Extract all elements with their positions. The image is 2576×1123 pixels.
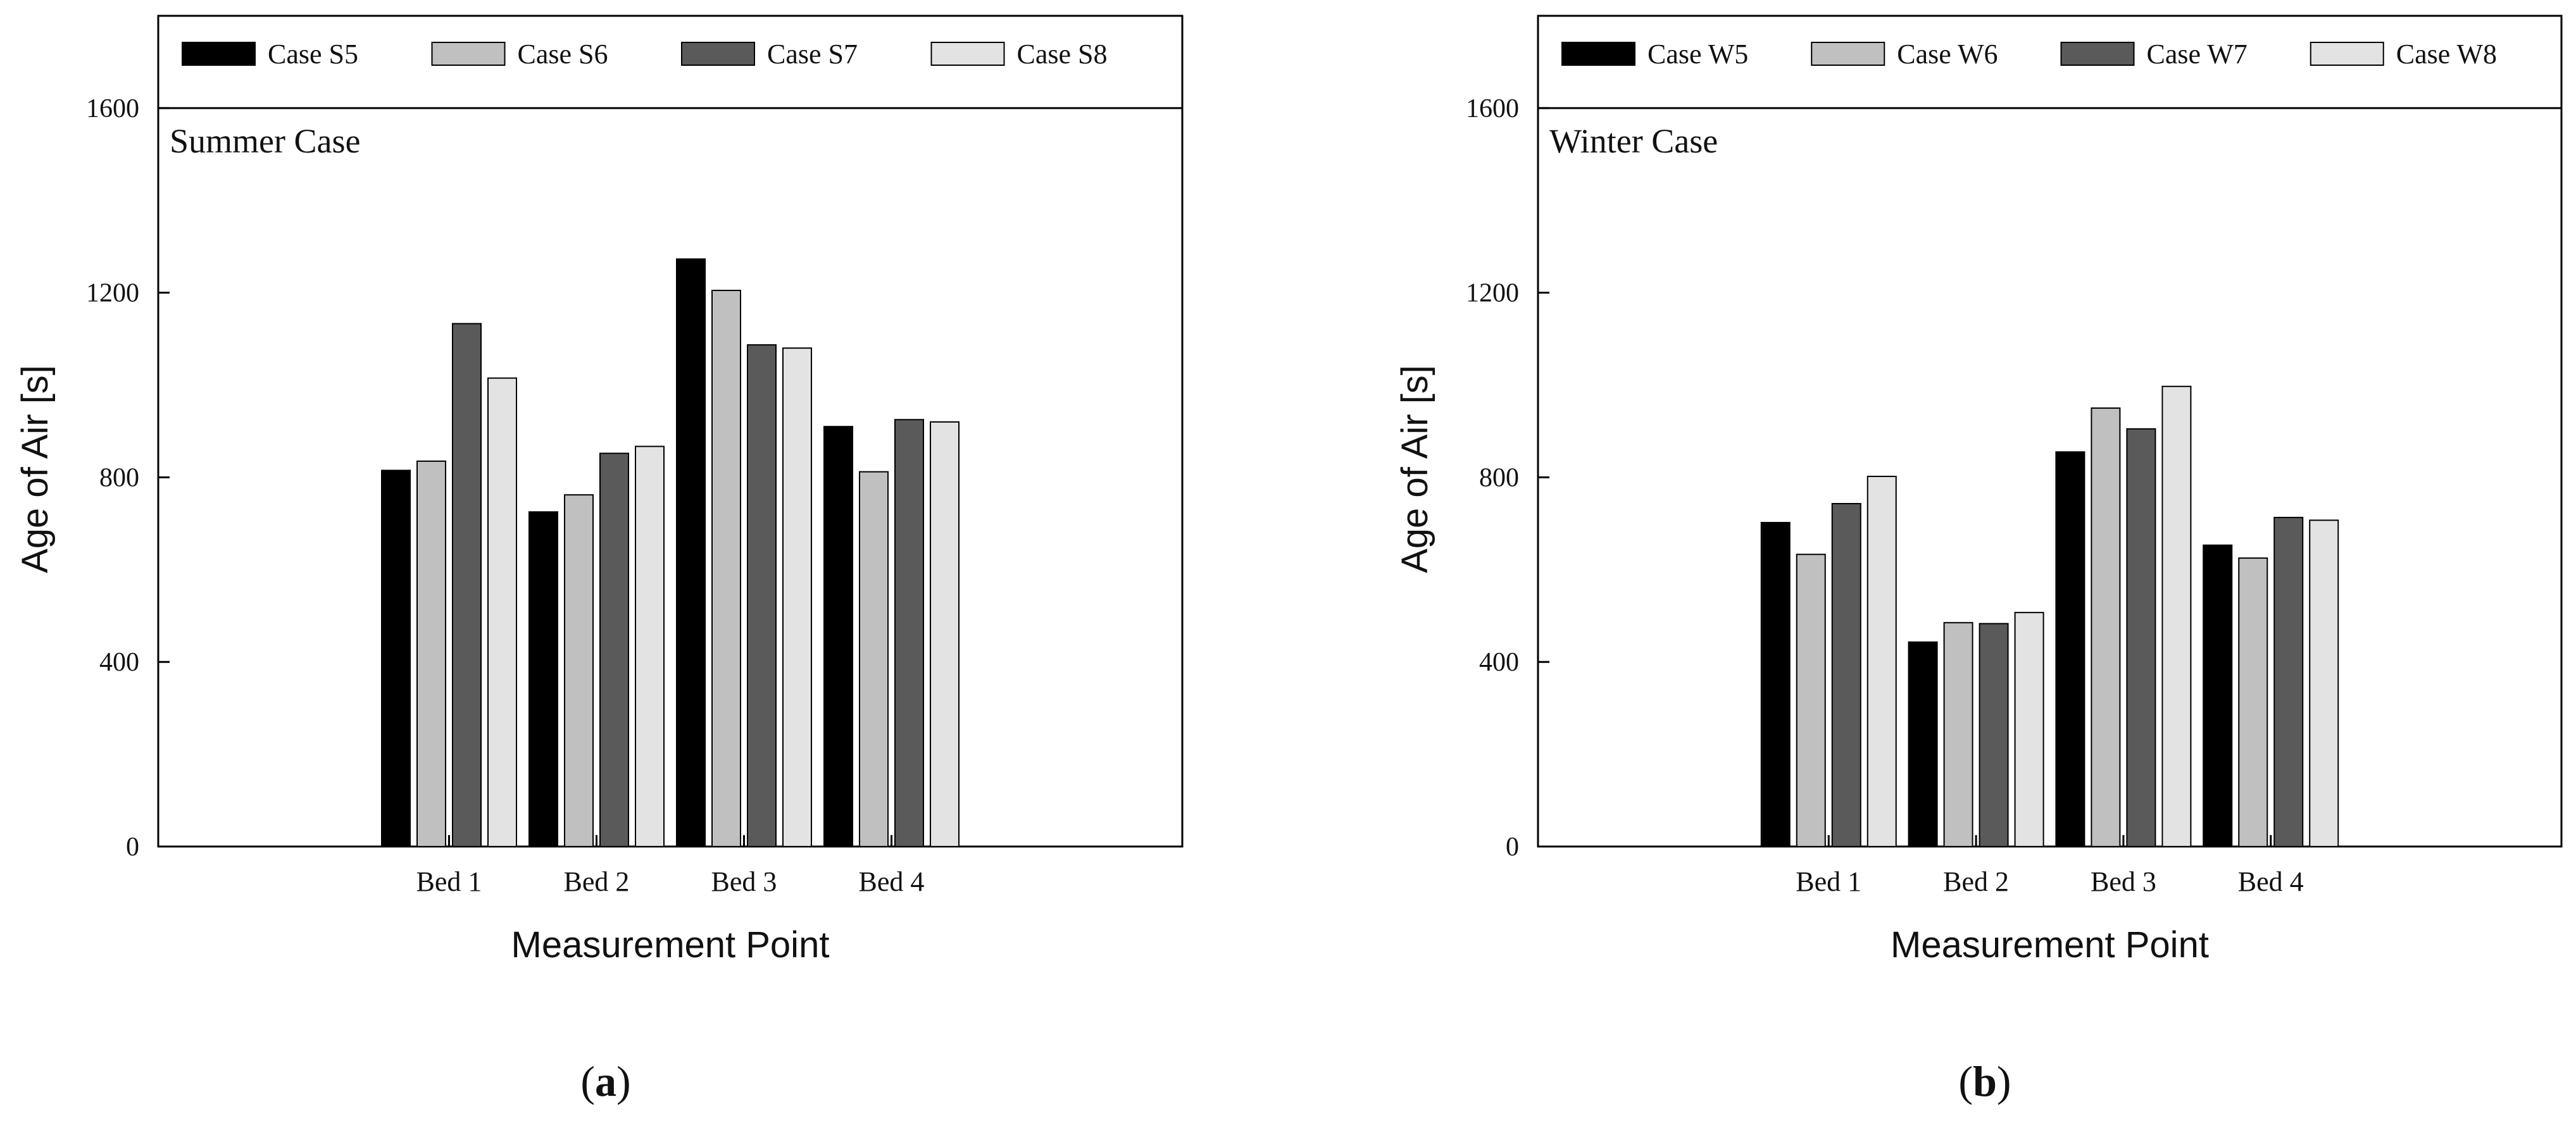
panel-winter: Case W5 Case W6 Case W7 Case W8 Winter Case 0… bbox=[1394, 15, 2563, 1105]
legend-swatch-1 bbox=[1561, 42, 1635, 66]
bar-bed3-case-w5 bbox=[2055, 451, 2085, 847]
bar-bed1-case-w6 bbox=[1796, 554, 1826, 847]
y-tick-label: 800 bbox=[1479, 463, 1519, 492]
x-tick-label: Bed 1 bbox=[416, 866, 482, 897]
bar-bed3-case-w7 bbox=[2126, 428, 2156, 847]
y-tick-label: 1200 bbox=[86, 279, 139, 308]
bar-bed2-case-w6 bbox=[1943, 622, 1973, 847]
bar-bed1-case-w5 bbox=[1760, 521, 1791, 847]
x-tick-label: Bed 2 bbox=[1943, 866, 2009, 897]
legend-label-4: Case W8 bbox=[2396, 39, 2497, 70]
panel-caption: (b) bbox=[1958, 1057, 2011, 1105]
y-tick-label: 1600 bbox=[86, 94, 139, 123]
x-tick-label: Bed 4 bbox=[2238, 866, 2304, 897]
bar-bed4-case-s5 bbox=[823, 426, 853, 847]
bar-bed2-case-s5 bbox=[528, 511, 558, 847]
legend-swatch-3 bbox=[2060, 42, 2135, 66]
bar-bed1-case-w8 bbox=[1866, 475, 1897, 847]
legend-label-1: Case S5 bbox=[268, 39, 358, 70]
legend-label-2: Case W6 bbox=[1897, 39, 1998, 70]
x-tick-label: Bed 2 bbox=[564, 866, 630, 897]
bar-bed3-case-s8 bbox=[782, 347, 812, 847]
bar-bed4-case-w6 bbox=[2238, 557, 2268, 847]
legend-label-3: Case S7 bbox=[767, 39, 858, 70]
legend-swatch-2 bbox=[1811, 42, 1885, 66]
bar-bed3-case-s5 bbox=[676, 258, 706, 847]
legend-swatch-4 bbox=[2310, 42, 2384, 66]
y-tick-label: 400 bbox=[99, 648, 139, 677]
legend-swatch-4 bbox=[930, 42, 1005, 66]
y-tick-label: 1200 bbox=[1466, 279, 1519, 308]
legend-label-2: Case S6 bbox=[518, 39, 608, 70]
panel-caption-letter: a bbox=[595, 1057, 616, 1105]
y-tick-label: 800 bbox=[99, 463, 139, 492]
bar-bed1-case-s7 bbox=[452, 323, 482, 848]
y-tick-label: 1600 bbox=[1466, 94, 1519, 123]
bar-bed2-case-w8 bbox=[2014, 612, 2044, 848]
x-axis-title: Measurement Point bbox=[1891, 924, 2209, 965]
bar-bed1-case-s5 bbox=[381, 469, 411, 847]
bar-bed2-case-w7 bbox=[1979, 623, 2009, 847]
panel-title: Winter Case bbox=[1549, 122, 1718, 160]
bar-bed1-case-s8 bbox=[487, 377, 517, 847]
bar-bed4-case-w8 bbox=[2309, 519, 2339, 847]
legend-swatch-1 bbox=[182, 42, 256, 66]
y-tick-label: 0 bbox=[1506, 833, 1519, 862]
bar-bed3-case-s6 bbox=[711, 290, 741, 847]
bar-bed4-case-s6 bbox=[859, 471, 889, 847]
bar-bed2-case-s7 bbox=[599, 452, 629, 847]
y-tick-label: 400 bbox=[1479, 648, 1519, 677]
legend-label-4: Case S8 bbox=[1017, 39, 1108, 70]
x-tick-label: Bed 3 bbox=[711, 866, 777, 897]
bar-bed4-case-s7 bbox=[894, 419, 924, 847]
bar-bed3-case-s7 bbox=[747, 344, 777, 847]
bar-bed2-case-s6 bbox=[564, 494, 594, 847]
y-tick-label: 0 bbox=[126, 833, 139, 862]
bar-bed3-case-w6 bbox=[2091, 407, 2121, 847]
x-axis-title: Measurement Point bbox=[511, 924, 830, 965]
plot-frame bbox=[1537, 15, 2563, 848]
legend-label-3: Case W7 bbox=[2147, 39, 2248, 70]
panel-summer: Case S5 Case S6 Case S7 Case S8 Summer Case 0… bbox=[15, 15, 1184, 1105]
bar-bed2-case-s8 bbox=[635, 445, 665, 847]
legend-swatch-3 bbox=[681, 42, 755, 66]
bar-bed1-case-s6 bbox=[416, 460, 446, 847]
panel-caption: (a) bbox=[580, 1057, 630, 1105]
legend-label-1: Case W5 bbox=[1648, 39, 1748, 70]
plot-frame bbox=[157, 15, 1184, 848]
bar-bed3-case-w8 bbox=[2161, 385, 2192, 847]
x-tick-label: Bed 3 bbox=[2091, 866, 2156, 897]
y-axis-title: Age of Air [s] bbox=[1394, 365, 1435, 573]
bar-bed2-case-w5 bbox=[1908, 641, 1938, 848]
legend-swatch-2 bbox=[431, 42, 506, 66]
panel-caption-letter: b bbox=[1973, 1057, 1997, 1105]
y-axis-title: Age of Air [s] bbox=[15, 365, 56, 573]
x-tick-label: Bed 1 bbox=[1796, 866, 1861, 897]
panel-title: Summer Case bbox=[170, 122, 360, 160]
bar-bed4-case-s8 bbox=[930, 421, 960, 847]
bar-bed1-case-w7 bbox=[1831, 503, 1861, 847]
bar-bed4-case-w7 bbox=[2273, 516, 2304, 847]
bar-bed4-case-w5 bbox=[2203, 544, 2233, 847]
x-tick-label: Bed 4 bbox=[859, 866, 925, 897]
